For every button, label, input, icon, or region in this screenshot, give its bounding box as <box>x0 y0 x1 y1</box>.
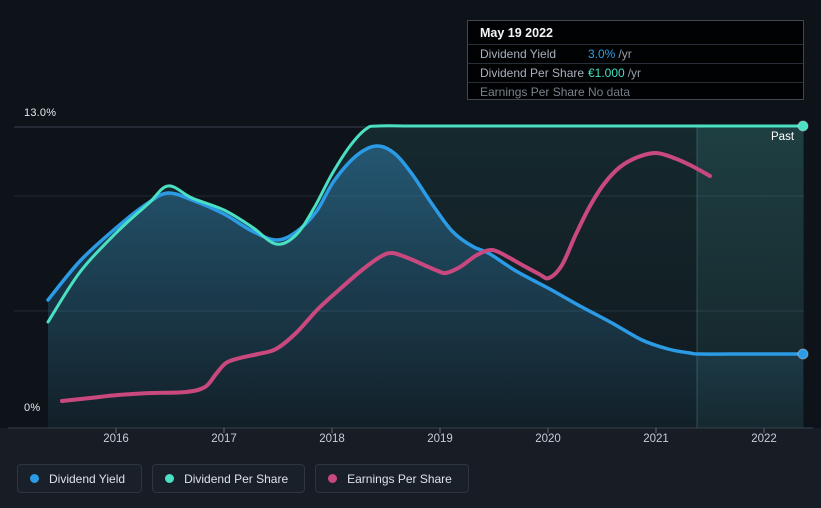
y-axis-max-label: 13.0% <box>24 107 57 119</box>
series-dividend-yield-end-dot <box>797 348 809 360</box>
legend-item-earnings-per-share[interactable]: Earnings Per Share <box>315 464 469 493</box>
chart-tooltip: May 19 2022 Dividend Yield 3.0%/yr Divid… <box>467 20 804 100</box>
series-dividend-yield-line <box>46 144 805 356</box>
series-dividend-per-share-line <box>46 124 805 324</box>
tooltip-value: No data <box>588 85 631 99</box>
tooltip-label: Dividend Yield <box>480 47 557 61</box>
legend-dot-icon <box>165 474 175 483</box>
x-tick-label: 2016 <box>103 433 129 445</box>
tooltip-row-dividend-per-share: Dividend Per Share €1.000/yr <box>468 63 803 82</box>
legend-dot-icon <box>328 474 338 483</box>
tooltip-unit: /yr <box>618 47 632 61</box>
x-tick-label: 2020 <box>535 433 561 445</box>
chart-plot-area[interactable] <box>0 0 821 455</box>
tooltip-unit: /yr <box>627 66 642 80</box>
series-earnings-per-share-line <box>60 150 712 403</box>
past-region-band <box>697 126 804 428</box>
chart-legend: Dividend Yield Dividend Per Share Earnin… <box>17 464 469 493</box>
tooltip-label: Earnings Per Share <box>480 85 585 99</box>
tooltip-date: May 19 2022 <box>480 26 553 40</box>
tooltip-value: 3.0% <box>588 47 616 61</box>
x-tick-label: 2017 <box>211 433 237 445</box>
legend-label: Dividend Per Share <box>184 471 289 486</box>
x-tick-label: 2021 <box>643 433 669 445</box>
tooltip-value: €1.000 <box>588 66 625 80</box>
y-axis-zero-label: 0% <box>24 402 41 414</box>
x-tick-label: 2022 <box>751 433 777 445</box>
series-dividend-per-share-end-dot <box>797 120 809 132</box>
x-tick-label: 2019 <box>427 433 453 445</box>
legend-item-dividend-yield[interactable]: Dividend Yield <box>17 464 143 493</box>
legend-item-dividend-per-share[interactable]: Dividend Per Share <box>152 464 306 493</box>
tooltip-label: Dividend Per Share <box>480 66 585 80</box>
past-label: Past <box>771 131 795 143</box>
legend-label: Dividend Yield <box>49 471 126 486</box>
tooltip-row-earnings-per-share: Earnings Per Share No data <box>468 82 803 101</box>
legend-label: Earnings Per Share <box>347 471 452 486</box>
tooltip-row-dividend-yield: Dividend Yield 3.0%/yr <box>468 44 803 63</box>
legend-dot-icon <box>30 474 39 483</box>
x-tick-label: 2018 <box>319 433 345 445</box>
